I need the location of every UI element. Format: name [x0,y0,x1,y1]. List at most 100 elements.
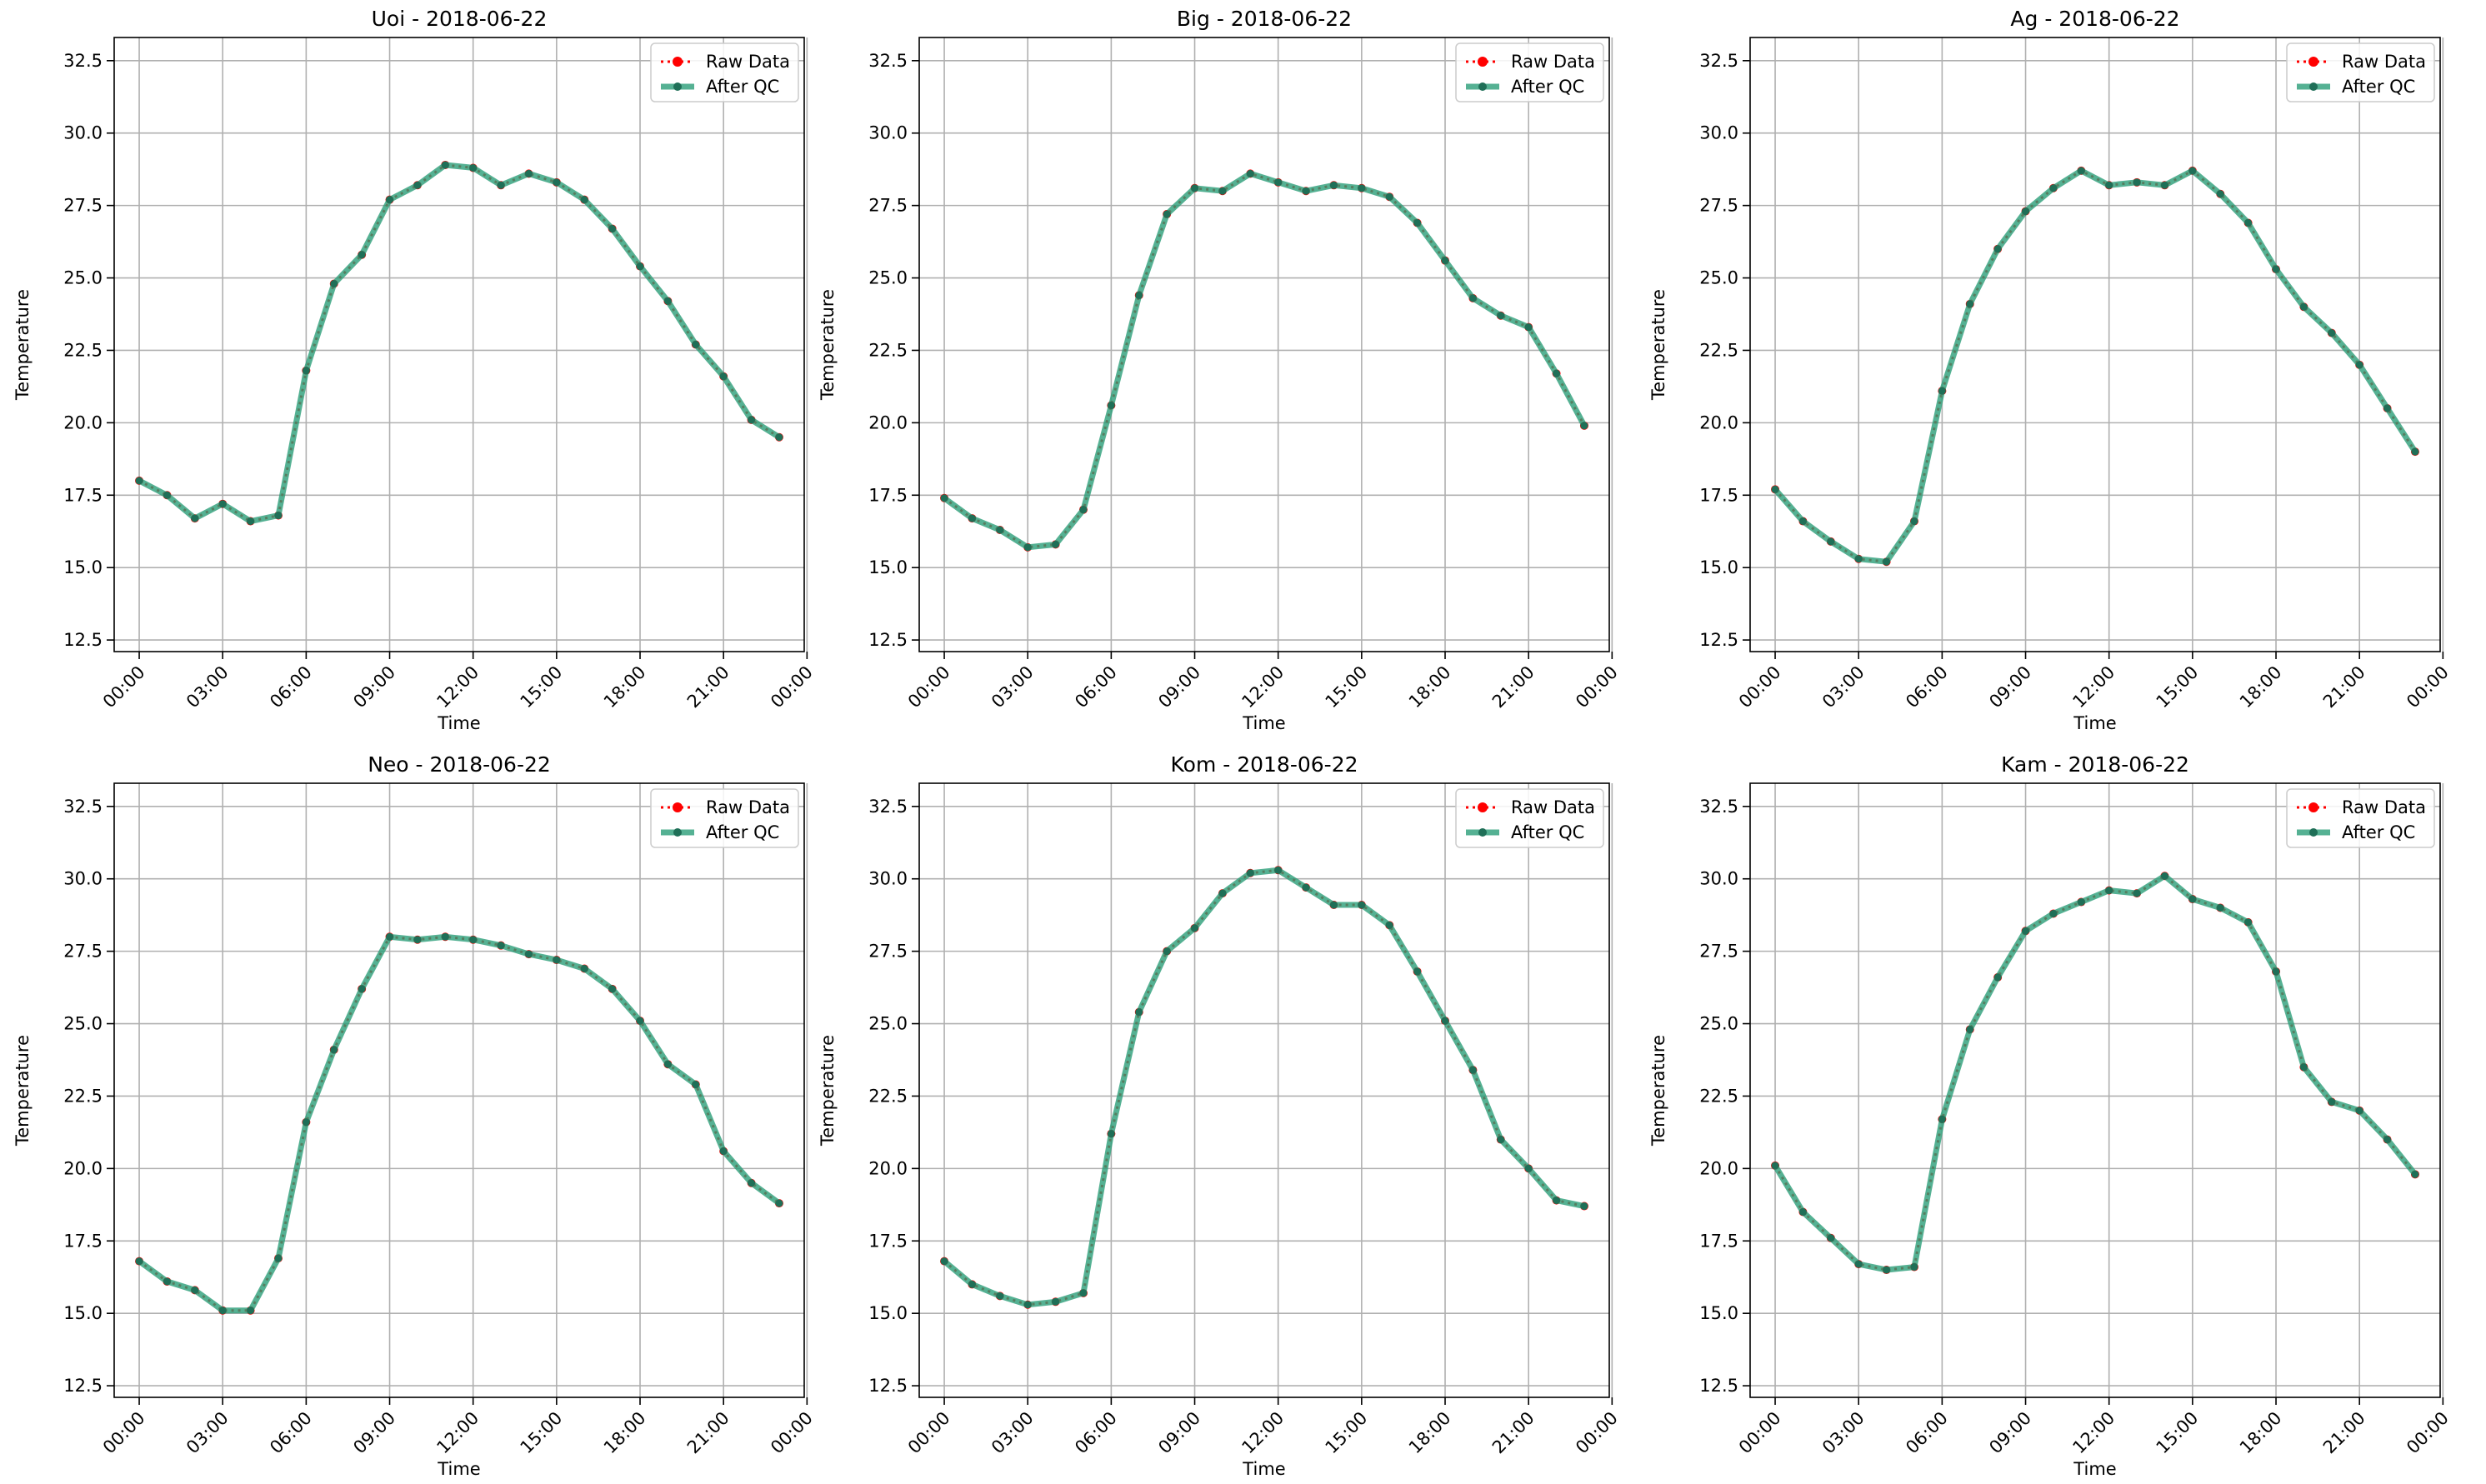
series-line-after-qc [137,933,782,1314]
axes-frame [1749,782,2441,1398]
data-point-after-qc [1966,300,1974,308]
y-tick-label: 27.5 [63,196,103,216]
data-point-after-qc [135,1257,143,1266]
data-point-after-qc [608,985,617,993]
series-line-raw-data [943,172,1586,549]
data-point-after-qc [608,224,617,232]
data-point-after-qc [302,1118,310,1127]
legend-marker-raw-data [2308,802,2318,812]
data-point-after-qc [441,161,449,169]
data-point-after-qc [191,1286,199,1294]
data-point-after-qc [358,251,366,259]
legend-marker-after-qc [2309,828,2318,837]
y-tick-label: 27.5 [1699,196,1738,216]
x-axis-label: Time [2073,1459,2116,1479]
y-tick-label: 15.0 [868,557,908,577]
data-point-after-qc [775,433,783,442]
x-tick-label: 15:00 [517,662,567,712]
legend-marker-after-qc [1478,828,1487,837]
data-point-after-qc [1385,192,1393,201]
x-tick-label: 12:00 [433,1408,483,1458]
data-point-after-qc [1938,387,1946,395]
axes-frame [918,782,1610,1398]
x-tick-label: 00:00 [1572,662,1622,712]
legend-label-after-qc: After QC [706,77,779,97]
data-point-after-qc [1441,1017,1449,1025]
data-point-after-qc [1329,901,1338,909]
y-tick-label: 22.5 [63,340,103,360]
chart-title: Ag - 2018-06-22 [2010,7,2179,31]
x-tick-label: 15:00 [517,1408,567,1458]
chart-panel-1: 00:00 03:00 06:00 09:00 12:00 15:00 18:00 21:00… [13,7,817,733]
data-point-after-qc [2244,918,2253,927]
legend: Raw Data After QC [1455,42,1604,102]
data-point-after-qc [1883,557,1891,566]
x-axis-label: Time [437,1459,480,1479]
chart-panel-2: 00:00 03:00 06:00 09:00 12:00 15:00 18:00 21:00… [818,7,1622,733]
data-point-after-qc [1524,1164,1533,1172]
x-tick-label: 09:00 [349,662,399,712]
y-tick-label: 30.0 [868,869,908,889]
data-point-after-qc [1329,181,1338,189]
x-tick-label: 06:00 [1902,662,1952,712]
x-tick-label: 03:00 [1818,1408,1868,1458]
y-tick-label: 30.0 [63,869,103,889]
data-point-after-qc [636,1017,644,1025]
series-line-after-qc [138,162,781,525]
data-point-after-qc [1163,947,1171,956]
data-point-after-qc [2383,404,2392,412]
data-point-after-qc [748,1179,756,1187]
legend-label-raw-data: Raw Data [706,52,790,72]
legend-label-after-qc: After QC [1511,822,1584,842]
data-point-after-qc [1910,1263,1918,1272]
x-tick-label: 18:00 [2236,662,2286,712]
legend-marker-raw-data [673,802,683,812]
y-tick-label: 22.5 [1699,340,1738,360]
data-point-after-qc [2160,872,2168,880]
data-point-after-qc [330,1046,338,1054]
data-point-after-qc [2299,302,2308,311]
y-tick-label: 12.5 [868,1376,908,1396]
data-point-after-qc [386,196,394,204]
data-point-after-qc [1358,901,1366,909]
legend-marker-after-qc [2309,82,2318,91]
y-tick-label: 25.0 [63,268,103,288]
data-point-after-qc [2355,1107,2363,1115]
data-point-after-qc [2105,181,2113,189]
legend-label-after-qc: After QC [2342,77,2415,97]
data-point-after-qc [274,1254,283,1262]
data-point-after-qc [1413,218,1422,227]
y-tick-label: 22.5 [868,340,908,360]
y-tick-label: 22.5 [1699,1086,1738,1106]
x-tick-label: 12:00 [433,662,483,712]
data-point-after-qc [413,936,422,944]
data-point-after-qc [775,1199,783,1207]
x-tick-label: 00:00 [904,662,954,712]
data-point-after-qc [497,942,505,950]
data-point-after-qc [1553,1197,1561,1205]
data-point-after-qc [1854,1260,1863,1268]
data-point-after-qc [1079,1289,1088,1297]
data-point-after-qc [663,297,672,305]
y-tick-label: 20.0 [1699,1158,1738,1178]
series-line-after-qc [942,867,1585,1308]
legend-label-after-qc: After QC [706,822,779,842]
data-point-after-qc [441,932,449,941]
x-tick-label: 09:00 [1154,662,1204,712]
data-point-after-qc [2022,207,2030,216]
data-point-after-qc [1052,540,1060,548]
x-tick-label: 00:00 [2403,662,2453,712]
data-point-after-qc [1938,1115,1946,1123]
data-point-after-qc [386,932,394,941]
data-point-after-qc [996,1292,1004,1300]
data-point-after-qc [968,514,976,522]
x-tick-label: 03:00 [988,662,1038,712]
y-tick-label: 32.5 [1699,51,1738,71]
data-point-after-qc [1274,866,1283,874]
y-tick-label: 15.0 [868,1303,908,1323]
legend-label-after-qc: After QC [2342,822,2415,842]
y-tick-label: 20.0 [1699,412,1738,432]
data-point-after-qc [1798,517,1807,526]
data-point-after-qc [2328,329,2336,337]
y-tick-label: 27.5 [868,942,908,962]
